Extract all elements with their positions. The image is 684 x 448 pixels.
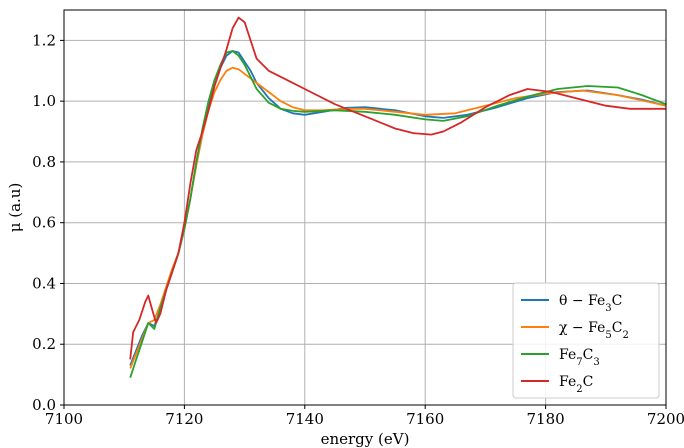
x-axis-label: energy (eV) — [321, 430, 410, 448]
y-tick-label: 0.8 — [32, 153, 56, 171]
y-tick-label: 0.6 — [32, 214, 56, 232]
series-line-2 — [129, 66, 667, 369]
x-tick-label: 7140 — [286, 410, 324, 428]
legend-label-3: Fe7C3 — [559, 347, 600, 368]
series-layer — [129, 16, 667, 378]
y-tick-label: 0.0 — [32, 396, 56, 414]
y-tick-label: 0.4 — [32, 274, 56, 292]
y-tick-label: 0.2 — [32, 335, 56, 353]
x-tick-label: 7180 — [527, 410, 565, 428]
x-tick-label: 7160 — [406, 410, 444, 428]
grid — [63, 10, 667, 406]
y-tick-label: 1.0 — [32, 92, 56, 110]
series-line-4 — [129, 16, 666, 360]
y-tick-label: 1.2 — [32, 31, 56, 49]
plot-frame — [63, 9, 667, 406]
x-tick-label: 7120 — [165, 410, 203, 428]
ticks: 7100 7120 7140 7160 7180 7200 0.0 0.2 0.4 0.6 0.8 1… — [32, 31, 684, 428]
y-axis-label: μ (a.u) — [6, 183, 24, 233]
legend-label-4: Fe2C — [559, 374, 593, 395]
legend-box — [512, 282, 660, 399]
legend: θ − Fe3C χ − Fe5C2 Fe7C3 Fe2C — [512, 282, 660, 399]
x-tick-label: 7100 — [45, 410, 83, 428]
x-tick-label: 7200 — [647, 410, 684, 428]
legend-label-2: χ − Fe5C2 — [559, 320, 629, 341]
legend-label-1: θ − Fe3C — [559, 293, 622, 314]
